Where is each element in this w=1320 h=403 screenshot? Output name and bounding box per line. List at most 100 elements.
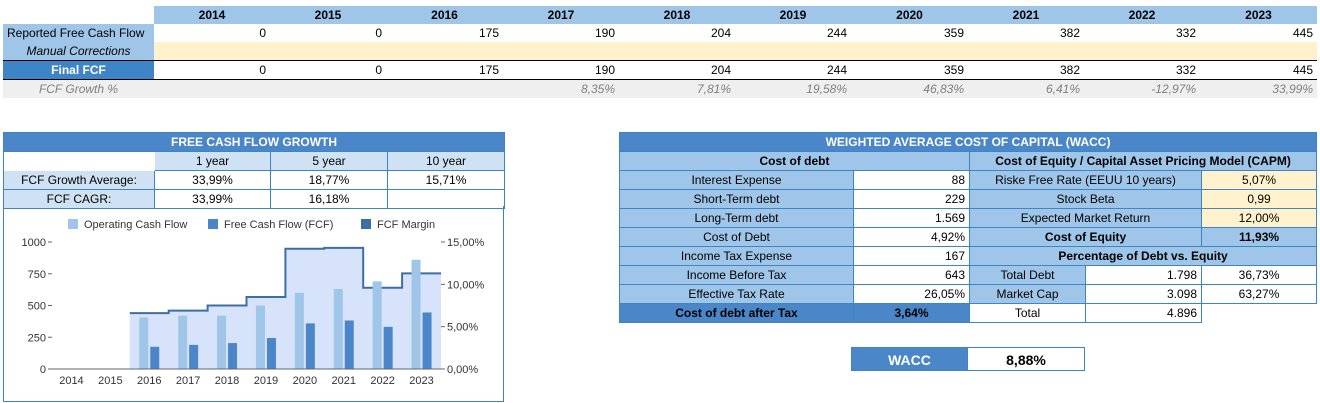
table-cell[interactable]: 204 — [710, 26, 731, 40]
debt-label[interactable]: Long-Term debt — [619, 208, 854, 228]
pct-share[interactable] — [1200, 303, 1317, 323]
pct-label[interactable]: Total Debt — [969, 265, 1086, 285]
year-header[interactable]: 2023 — [1200, 6, 1317, 24]
debt-value[interactable]: 88 — [853, 170, 970, 190]
year-header[interactable]: 2022 — [1084, 6, 1200, 24]
table-cell[interactable]: 190 — [594, 26, 615, 40]
equity-value[interactable]: 12,00% — [1200, 208, 1318, 228]
growth-cagr-5y[interactable]: 16,18% — [270, 189, 388, 209]
capm-header[interactable]: Cost of Equity / Capital Asset Pricing M… — [968, 151, 1318, 171]
growth-col-header[interactable]: 10 year — [386, 151, 506, 171]
table-cell[interactable]: 332 — [1175, 26, 1196, 40]
debt-label[interactable]: Income Before Tax — [619, 265, 854, 285]
wacc-title[interactable]: WEIGHTED AVERAGE COST OF CAPITAL (WACC) — [618, 132, 1318, 152]
equity-label[interactable]: Stock Beta — [969, 189, 1202, 209]
year-header[interactable]: 2016 — [386, 6, 503, 24]
year-header[interactable]: 2021 — [968, 6, 1084, 24]
fcf-chart-container[interactable]: Operating Cash Flow Free Cash Flow (FCF) F… — [3, 206, 504, 402]
wacc-label[interactable]: WACC — [851, 347, 968, 371]
table-cell[interactable] — [270, 79, 386, 98]
table-cell[interactable]: 0 — [375, 63, 382, 77]
row-label[interactable]: Final FCF — [3, 60, 154, 80]
pct-share[interactable]: 63,27% — [1200, 284, 1318, 304]
year-header[interactable]: 2014 — [154, 6, 270, 24]
table-cell[interactable]: 8,35% — [503, 79, 619, 98]
debt-value[interactable]: 1.569 — [853, 208, 970, 228]
debt-label[interactable]: Income Tax Expense — [619, 246, 854, 266]
debt-label[interactable]: Cost of Debt — [619, 227, 854, 247]
equity-label[interactable]: Expected Market Return — [969, 208, 1202, 228]
table-cell[interactable]: 359 — [943, 26, 964, 40]
input-cell[interactable] — [270, 42, 386, 61]
debt-after-tax-value[interactable]: 3,64% — [853, 303, 970, 323]
table-cell[interactable]: 244 — [826, 63, 847, 77]
year-header[interactable]: 2019 — [735, 6, 851, 24]
growth-cagr-1y[interactable]: 33,99% — [154, 189, 271, 209]
pct-label[interactable]: Market Cap — [969, 284, 1086, 304]
input-cell[interactable] — [619, 42, 735, 61]
growth-cagr-10y[interactable] — [386, 189, 506, 209]
table-cell[interactable] — [154, 79, 270, 98]
table-cell[interactable]: 7,81% — [619, 79, 735, 98]
table-cell[interactable]: 382 — [1059, 63, 1080, 77]
pct-share[interactable]: 36,73% — [1200, 265, 1318, 285]
cost-of-debt-header[interactable]: Cost of debt — [619, 151, 970, 171]
debt-label[interactable]: Short-Term debt — [619, 189, 854, 209]
year-header[interactable]: 2020 — [851, 6, 968, 24]
pct-value[interactable]: 4.896 — [1085, 303, 1202, 323]
table-cell[interactable]: 175 — [478, 63, 499, 77]
debt-value[interactable]: 643 — [853, 265, 970, 285]
wacc-value[interactable]: 8,88% — [968, 347, 1085, 371]
table-cell[interactable]: -12,97% — [1084, 79, 1200, 98]
growth-avg-5y[interactable]: 18,77% — [270, 170, 388, 190]
pct-label[interactable]: Total — [969, 303, 1086, 323]
table-cell[interactable]: 0 — [259, 26, 266, 40]
table-cell[interactable]: 19,58% — [735, 79, 851, 98]
table-cell[interactable] — [386, 79, 503, 98]
input-cell[interactable] — [503, 42, 619, 61]
debt-label[interactable]: Interest Expense — [619, 170, 854, 190]
year-header[interactable]: 2017 — [503, 6, 619, 24]
table-cell[interactable]: 204 — [710, 63, 731, 77]
pct-header[interactable]: Percentage of Debt vs. Equity — [968, 246, 1318, 266]
year-header[interactable]: 2015 — [270, 6, 386, 24]
input-cell[interactable] — [968, 42, 1084, 61]
row-label[interactable]: FCF Growth % — [3, 79, 154, 98]
debt-value[interactable]: 167 — [853, 246, 970, 266]
table-cell[interactable]: 190 — [594, 63, 615, 77]
growth-avg-label[interactable]: FCF Growth Average: — [3, 170, 155, 190]
input-cell[interactable] — [735, 42, 851, 61]
table-cell[interactable]: 0 — [259, 63, 266, 77]
year-header[interactable]: 2018 — [619, 6, 735, 24]
equity-value[interactable]: 0,99 — [1200, 189, 1318, 209]
growth-avg-1y[interactable]: 33,99% — [154, 170, 271, 190]
table-cell[interactable]: 175 — [478, 26, 499, 40]
cost-of-equity-label[interactable]: Cost of Equity — [969, 227, 1202, 247]
growth-col-header[interactable]: 1 year — [154, 151, 271, 171]
growth-col-header[interactable]: 5 year — [270, 151, 388, 171]
growth-avg-10y[interactable]: 15,71% — [386, 170, 506, 190]
table-cell[interactable]: 382 — [1059, 26, 1080, 40]
input-cell[interactable] — [851, 42, 968, 61]
debt-value[interactable]: 229 — [853, 189, 970, 209]
pct-value[interactable]: 1.798 — [1085, 265, 1202, 285]
cost-of-equity-value[interactable]: 11,93% — [1200, 227, 1318, 247]
input-cell[interactable] — [154, 42, 270, 61]
debt-after-tax-label[interactable]: Cost of debt after Tax — [619, 303, 854, 323]
input-cell[interactable] — [386, 42, 503, 61]
input-cell[interactable] — [1084, 42, 1200, 61]
growth-cagr-label[interactable]: FCF CAGR: — [3, 189, 155, 209]
pct-value[interactable]: 3.098 — [1085, 284, 1202, 304]
row-label[interactable]: Manual Corrections — [3, 42, 154, 61]
table-cell[interactable]: 244 — [826, 26, 847, 40]
equity-label[interactable]: Riske Free Rate (EEUU 10 years) — [969, 170, 1202, 190]
table-cell[interactable]: 33,99% — [1200, 79, 1317, 98]
table-cell[interactable]: 445 — [1292, 63, 1313, 77]
debt-value[interactable]: 4,92% — [853, 227, 970, 247]
input-cell[interactable] — [1200, 42, 1317, 61]
table-cell[interactable]: 445 — [1292, 26, 1313, 40]
table-cell[interactable]: 359 — [943, 63, 964, 77]
equity-value[interactable]: 5,07% — [1200, 170, 1318, 190]
row-label[interactable]: Reported Free Cash Flow — [3, 24, 154, 42]
table-cell[interactable]: 332 — [1175, 63, 1196, 77]
